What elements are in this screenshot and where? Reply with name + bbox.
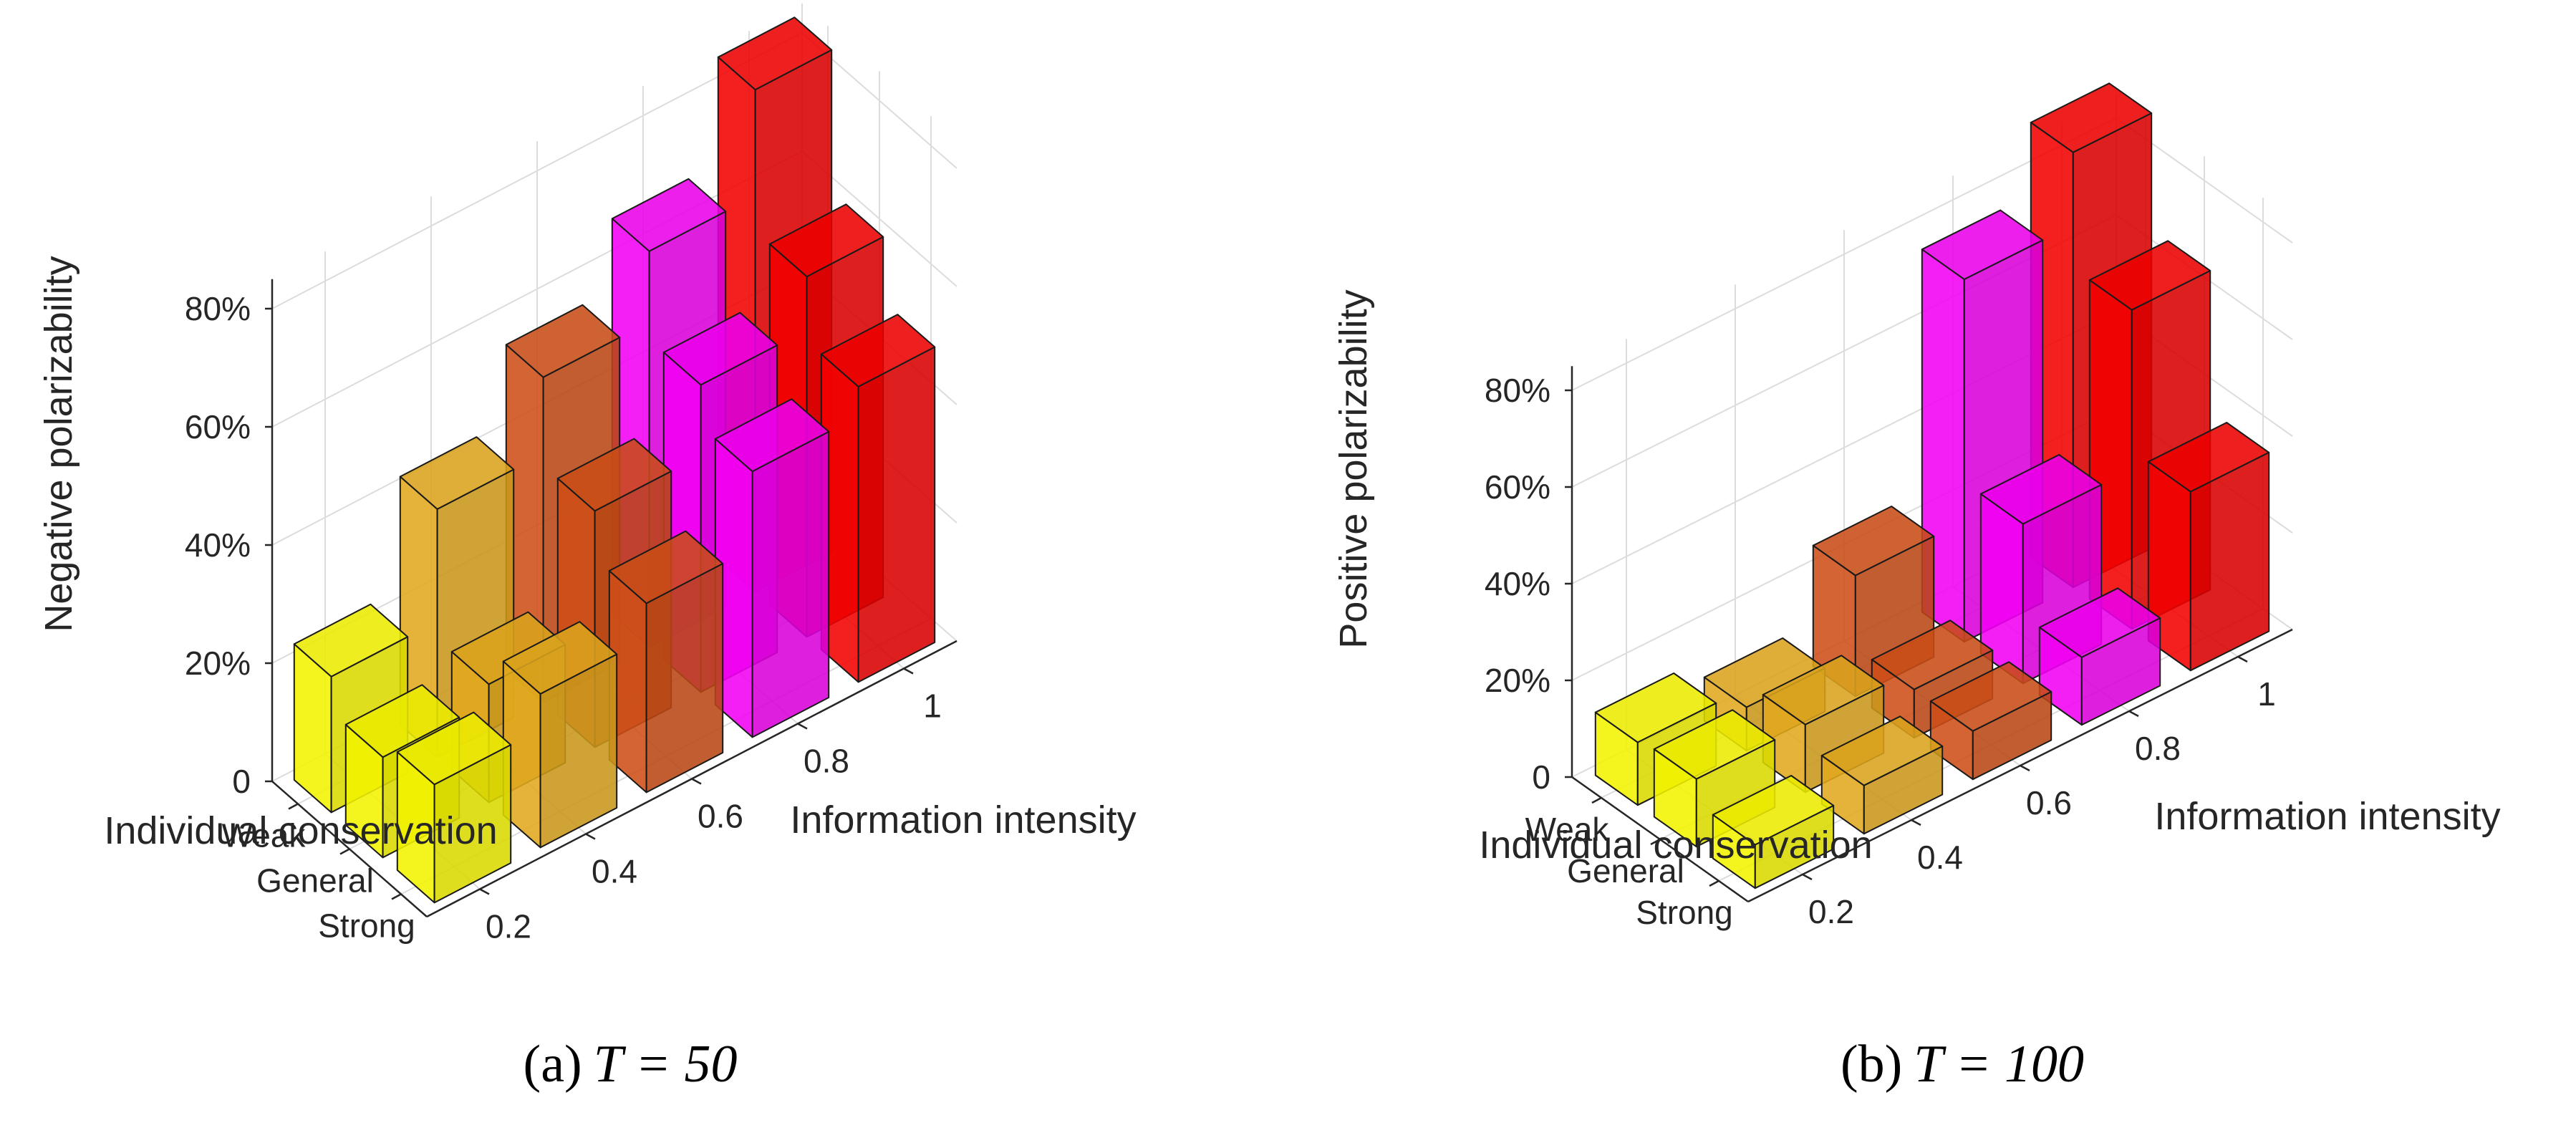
y-tick-mark — [903, 667, 914, 675]
bar-top-face — [2147, 422, 2270, 493]
bar-side-face — [857, 346, 936, 683]
bar-top-face — [2088, 240, 2211, 311]
y-axis-label: Information intensity — [790, 799, 1136, 842]
x-tick-label: General — [256, 862, 374, 900]
z-tick-label: 80% — [1485, 372, 1550, 409]
bar-top-face — [611, 178, 727, 252]
bar-top-face — [1871, 619, 1994, 690]
bar-side-face — [751, 430, 830, 738]
y-tick-label: 0.6 — [698, 798, 743, 835]
z-tick-label: 60% — [185, 408, 251, 445]
x-axis-label: Individual conservation — [1479, 824, 1872, 867]
y-tick-mark — [585, 833, 596, 840]
bar-top-face — [1979, 454, 2103, 525]
x-tick-mark — [391, 893, 402, 900]
x-tick-label: Strong — [318, 907, 415, 945]
y-tick-mark — [1802, 873, 1813, 881]
bar-top-face — [344, 684, 460, 758]
z-tick-label: 0 — [232, 763, 251, 800]
bar-top-face — [505, 304, 621, 378]
z-tick-label: 40% — [1485, 565, 1550, 602]
bar-top-face — [502, 621, 618, 695]
z-tick-label: 60% — [1485, 468, 1550, 506]
bar-top-face — [1594, 672, 1717, 743]
bar-strong-0.6 — [608, 530, 724, 794]
z-tick-label: 80% — [185, 290, 251, 327]
bar-top-face — [2038, 587, 2161, 658]
bar-top-face — [556, 438, 672, 512]
y-tick-mark — [797, 723, 808, 730]
bar-top-face — [608, 530, 724, 604]
bar-top-face — [399, 436, 515, 510]
bar-strong-0.8 — [714, 398, 830, 738]
x-tick-label: Weak — [222, 817, 307, 854]
x-tick-mark — [1591, 796, 1602, 804]
bar-strong-0.4 — [1820, 715, 1944, 835]
y-tick-label: 0.4 — [1917, 839, 1963, 876]
z-tick-label: 20% — [1485, 662, 1550, 699]
y-tick-mark — [1911, 819, 1921, 826]
chart-panel-a: 0 20% 40% 60% 80% Weak General Strong 0.2 0.4 0.6 0… — [37, 3, 1137, 1094]
z-tick-label: 20% — [185, 645, 251, 682]
bar-top-face — [717, 16, 833, 91]
caption-equation: T = 50 — [594, 1035, 738, 1094]
bar-top-face — [1762, 655, 1885, 725]
caption-a: (a) T = 50 — [524, 1035, 738, 1094]
bar-strong-0.2 — [396, 711, 512, 904]
bar-strong-0.6 — [1929, 661, 2052, 781]
bar-strong-0.4 — [502, 621, 618, 849]
y-tick-label: 0.2 — [1808, 893, 1854, 930]
bar-top-face — [293, 603, 409, 678]
x-tick-mark — [288, 803, 299, 810]
y-tick-mark — [2020, 764, 2030, 772]
x-axis-label: Individual conservation — [104, 809, 497, 852]
bar-top-face — [2030, 82, 2153, 153]
bar-top-face — [1812, 506, 1935, 577]
bar-top-face — [768, 203, 884, 278]
bar-strong-1 — [820, 314, 936, 683]
bar-top-face — [396, 711, 512, 786]
y-tick-label: 0.4 — [592, 853, 637, 890]
bar-top-face — [1653, 709, 1776, 780]
bar-top-face — [1921, 209, 2044, 280]
y-axis-label: Information intensity — [2154, 795, 2500, 838]
y-tick-label: 1 — [2257, 675, 2276, 713]
y-tick-label: 0.2 — [486, 908, 531, 945]
y-tick-mark — [2128, 710, 2139, 718]
caption-tag: (a) — [524, 1035, 582, 1094]
x-tick-mark — [339, 848, 350, 855]
y-tick-mark — [691, 778, 702, 785]
z-axis-label: Negative polarizability — [37, 256, 80, 632]
bar-strong-0.2 — [1712, 775, 1835, 889]
x-tick-mark — [1650, 838, 1661, 846]
bar-strong-1 — [2147, 422, 2270, 672]
bar-top-face — [662, 312, 778, 386]
z-tick-label: 40% — [185, 526, 251, 564]
bar-top-face — [820, 314, 936, 387]
x-tick-label: General — [1567, 852, 1684, 889]
y-tick-label: 1 — [923, 688, 942, 725]
y-tick-mark — [479, 888, 490, 895]
y-tick-label: 0.8 — [804, 743, 849, 780]
z-tick-label: 0 — [1532, 758, 1550, 796]
bar-top-face — [1929, 661, 2052, 732]
chart-panel-b: 0 20% 40% 60% 80% Weak General Strong 0.2 0.4 0.6 0… — [1332, 82, 2501, 1094]
x-tick-mark — [1709, 879, 1719, 887]
bar-top-face — [714, 398, 830, 473]
x-tick-label: Strong — [1636, 894, 1733, 931]
y-tick-label: 0.6 — [2026, 784, 2072, 821]
bar-top-face — [1712, 775, 1835, 846]
caption-tag: (b) — [1841, 1035, 1902, 1094]
x-tick-label: Weak — [1525, 811, 1610, 848]
bar-top-face — [1820, 715, 1944, 786]
caption-b: (b) T = 100 — [1841, 1035, 2084, 1094]
z-axis-label: Positive polarizability — [1332, 289, 1375, 648]
y-tick-mark — [2237, 655, 2248, 663]
caption-equation: T = 100 — [1914, 1035, 2084, 1094]
y-tick-label: 0.8 — [2135, 730, 2181, 767]
